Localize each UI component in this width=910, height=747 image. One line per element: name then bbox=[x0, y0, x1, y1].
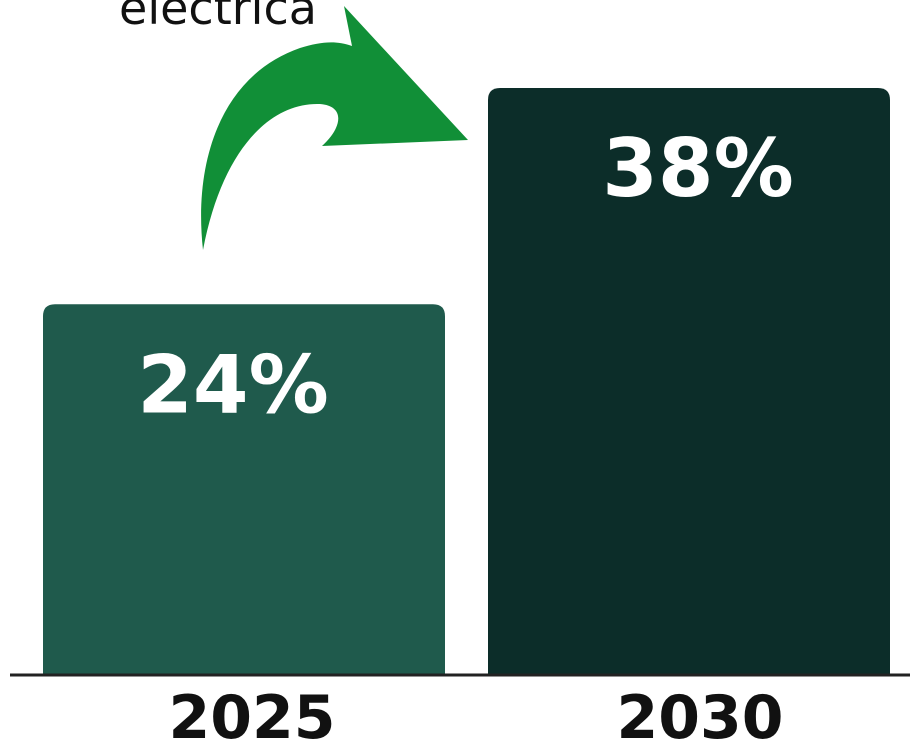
bar-value-label-2025: 24% bbox=[137, 338, 328, 431]
bar-2030 bbox=[488, 88, 890, 675]
curved-arrow-icon bbox=[201, 6, 469, 250]
annotation-text: eléctrica bbox=[119, 0, 317, 35]
bars-layer: 24% 2025 38% 2030 bbox=[43, 88, 890, 747]
category-label-2025: 2025 bbox=[169, 683, 336, 747]
bar-2025 bbox=[43, 304, 445, 675]
bar-value-label-2030: 38% bbox=[602, 122, 793, 215]
category-label-2030: 2030 bbox=[617, 683, 784, 747]
